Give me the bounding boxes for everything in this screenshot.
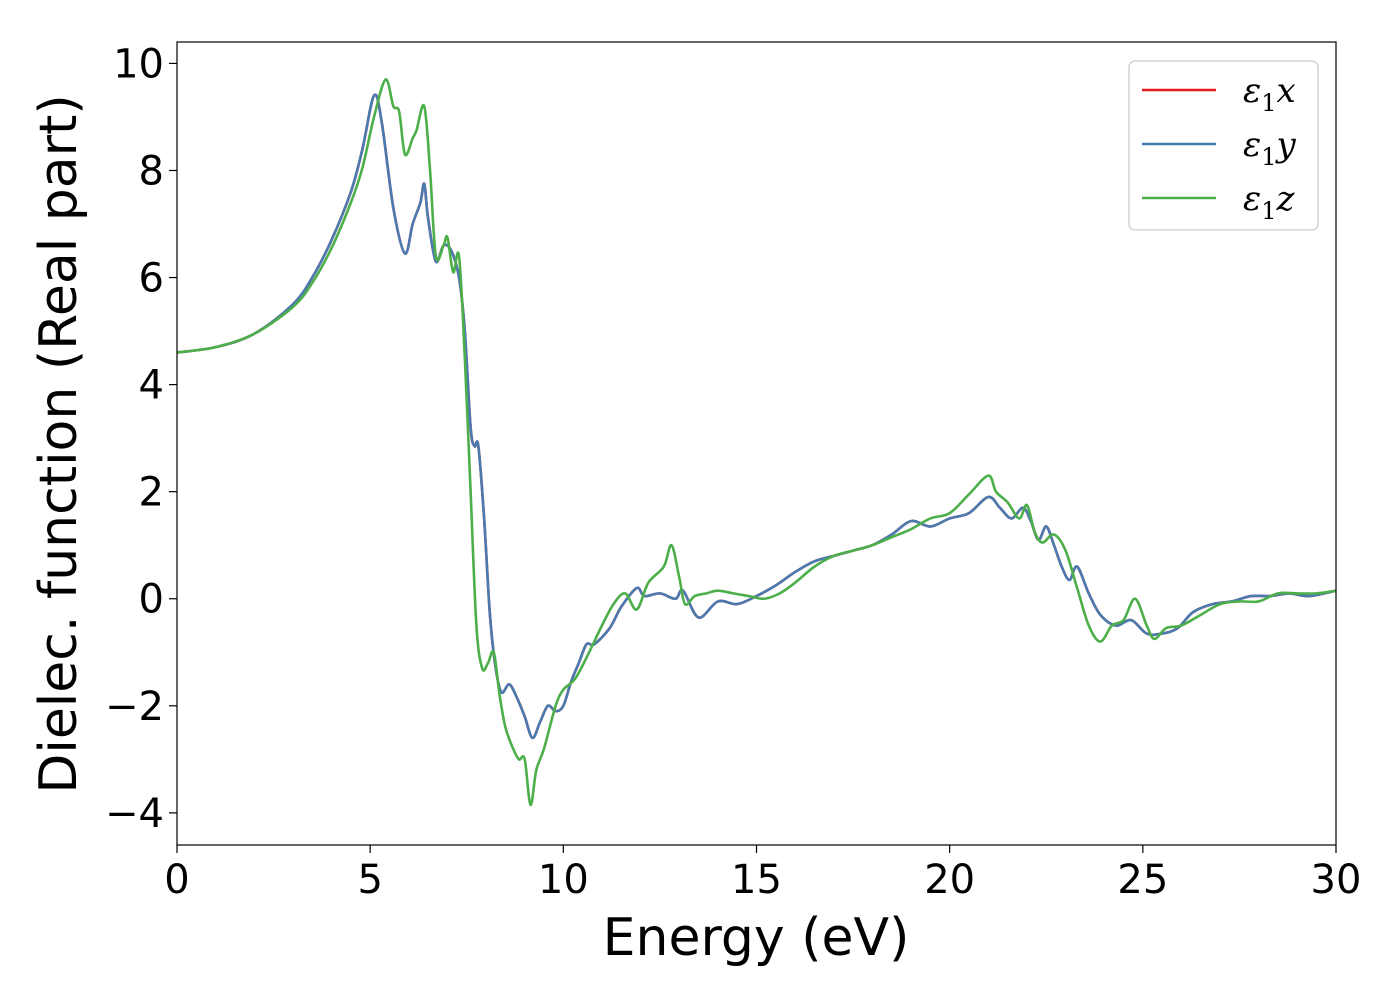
x-tick-label: 20 bbox=[924, 857, 975, 903]
legend-label: ε1x bbox=[1243, 71, 1296, 117]
y-tick-label: 10 bbox=[113, 41, 164, 87]
y-tick-label: 6 bbox=[139, 256, 164, 302]
series-layer bbox=[177, 78, 1336, 807]
y-tick-label: 0 bbox=[139, 577, 164, 623]
x-tick-label: 5 bbox=[357, 857, 382, 903]
y-tick-label: 2 bbox=[139, 470, 164, 516]
legend-label: ε1z bbox=[1243, 179, 1296, 225]
x-axis-label: Energy (eV) bbox=[603, 908, 910, 968]
series-line-2 bbox=[177, 78, 1336, 807]
y-tick-label: −4 bbox=[105, 791, 164, 837]
legend: ε1x ε1y ε1z bbox=[1128, 60, 1319, 231]
x-tick-label: 10 bbox=[538, 857, 589, 903]
x-tick-label: 15 bbox=[731, 857, 782, 903]
y-axis-label: Dielec. function (Real part) bbox=[29, 94, 89, 793]
x-axis: 0 5 10 15 20 25 30 bbox=[164, 845, 1361, 903]
y-tick-label: −2 bbox=[105, 684, 164, 730]
legend-frame bbox=[1128, 60, 1319, 231]
x-tick-label: 30 bbox=[1311, 857, 1362, 903]
series-line-1 bbox=[177, 93, 1336, 740]
legend-label: ε1y bbox=[1243, 125, 1297, 171]
y-tick-label: 4 bbox=[139, 363, 164, 409]
x-tick-label: 25 bbox=[1117, 857, 1168, 903]
x-tick-label: 0 bbox=[164, 857, 189, 903]
y-axis: −4 −2 0 2 4 6 8 10 bbox=[105, 41, 177, 837]
y-tick-label: 8 bbox=[139, 148, 164, 194]
